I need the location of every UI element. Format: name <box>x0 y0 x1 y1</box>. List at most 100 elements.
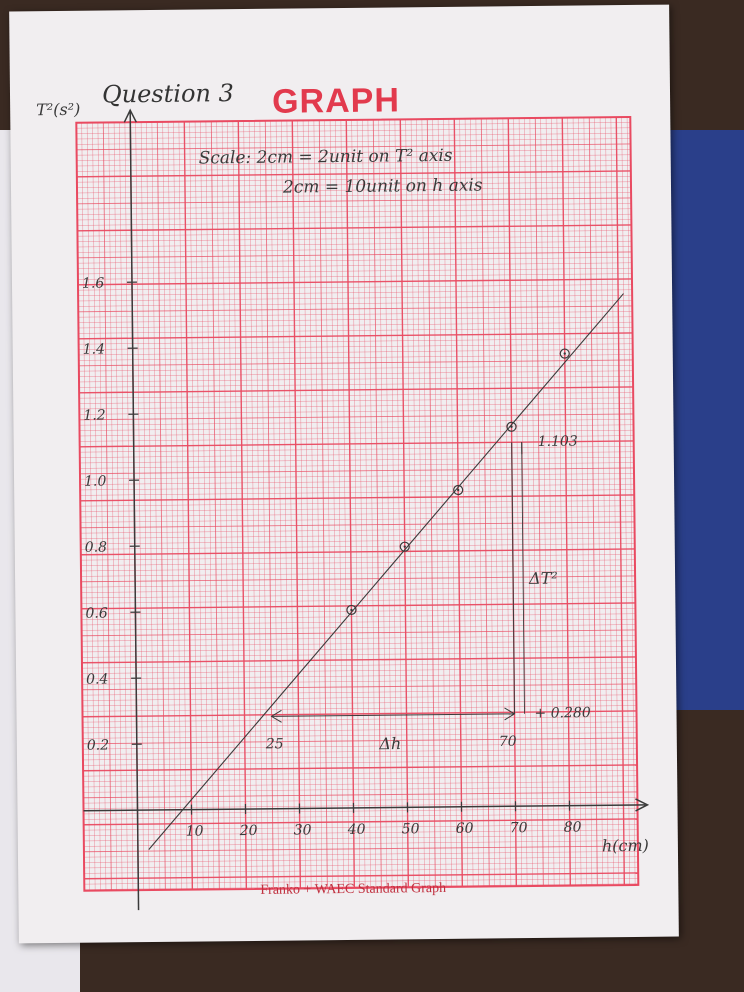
grid-line-v <box>97 122 107 891</box>
triangle-x-low-label: 25 <box>265 736 284 752</box>
grid-line-h <box>83 829 638 836</box>
grid-line-v <box>610 117 620 886</box>
grid-line-v <box>259 120 269 889</box>
grid-line-v <box>173 121 182 890</box>
grid-line-h <box>81 608 636 615</box>
grid-line-h <box>81 570 636 577</box>
grid-line-h <box>78 311 633 318</box>
grid-line-h <box>79 451 634 458</box>
grid-line-v <box>151 121 161 890</box>
grid-line-h <box>76 154 631 161</box>
grid-line-v <box>75 122 86 891</box>
grid-line-v <box>389 119 398 888</box>
grid-line-v <box>248 120 258 889</box>
data-point-dot <box>563 352 566 355</box>
grid-line-v <box>329 120 339 889</box>
grid-line-v <box>302 120 312 889</box>
y-tick-label: 1.0 <box>84 473 107 489</box>
grid-line-h <box>81 629 636 637</box>
grid-line-h <box>78 359 633 367</box>
axes: T²(s²) h(cm) 10 20 30 40 50 60 70 80 0.2 0.4 0.6 0.8 1… <box>36 100 650 911</box>
grid-line-v <box>405 119 414 888</box>
grid-line-v <box>502 118 512 887</box>
grid-border <box>75 115 640 892</box>
x-tick-label: 60 <box>456 821 474 837</box>
grid-line-v <box>275 120 285 889</box>
graph-chart: Scale: 2cm = 2unit on T² axis 2cm = 10un… <box>36 100 650 911</box>
y-tick-label: 1.6 <box>82 275 105 291</box>
grid-line-h <box>76 132 631 140</box>
grid-line-v <box>270 120 279 889</box>
grid-line-h <box>77 251 632 259</box>
best-fit-line <box>148 293 624 851</box>
grid-line-h <box>82 667 637 674</box>
grid-line-h <box>76 181 631 188</box>
grid-line-v <box>470 118 479 887</box>
grid-line-v <box>578 117 587 886</box>
grid-line-h <box>82 699 637 707</box>
grid-line-v <box>291 120 302 889</box>
grid-line-v <box>399 119 410 888</box>
grid-line-h <box>79 456 634 464</box>
data-point <box>453 484 464 496</box>
grid-line-h <box>83 851 638 858</box>
grid-line-h <box>76 143 631 151</box>
scale-note: Scale: 2cm = 2unit on T² axis 2cm = 10un… <box>199 146 483 198</box>
grid-line-h <box>83 764 638 772</box>
grid-line-h <box>83 786 638 793</box>
grid-line-v <box>372 119 382 888</box>
grid-line-h <box>83 759 638 766</box>
grid-line-v <box>351 119 360 888</box>
grid-line-h <box>80 473 635 480</box>
triangle-height <box>511 442 516 714</box>
grid-line-h <box>77 219 632 226</box>
grid-line-v <box>205 121 215 890</box>
grid-line-h <box>83 780 638 788</box>
grid-line-v <box>221 121 231 890</box>
grid-line-h <box>80 483 635 491</box>
grid-line-h <box>80 559 635 566</box>
grid-line-h <box>76 138 631 145</box>
grid-line-h <box>81 645 636 653</box>
footer-brand: Franko + WAEC Standard Graph <box>260 880 447 898</box>
grid-line-h <box>77 267 632 275</box>
grid-line-h <box>81 651 636 658</box>
grid-line-v <box>146 122 155 891</box>
grid-line-v <box>113 122 123 891</box>
data-layer: 25 70 + 0.280 1.103 Δh ΔT² <box>148 293 624 851</box>
grid-line-h <box>83 824 638 831</box>
grid-line-h <box>78 365 633 372</box>
grid-line-h <box>81 597 636 604</box>
grid-line-h <box>80 516 635 523</box>
data-point <box>346 604 357 616</box>
grid-line-v <box>561 117 572 886</box>
grid-line-h <box>83 802 638 809</box>
grid-line-h <box>83 834 638 842</box>
grid-line-h <box>80 478 635 485</box>
grid-line-h <box>81 618 636 626</box>
grid-line-h <box>76 165 631 172</box>
grid-line-h <box>83 818 638 826</box>
grid-line-h <box>79 381 634 388</box>
grid-line-h <box>76 127 631 134</box>
grid-line-v <box>237 121 248 890</box>
grid-line-h <box>77 203 632 210</box>
grid-line-h <box>77 262 632 269</box>
grid-line-v <box>156 121 166 890</box>
grid-line-h <box>82 753 637 761</box>
grid-line-v <box>615 117 626 886</box>
grid-line-h <box>78 316 633 323</box>
grid-line-h <box>81 581 636 588</box>
grid-line-h <box>79 435 634 442</box>
x-axis-label: h(cm) <box>602 836 649 855</box>
grid-line-h <box>81 586 636 593</box>
grid-line-v <box>92 122 101 891</box>
grid-line-h <box>82 732 637 739</box>
grid-line-v <box>497 118 506 887</box>
grid-line-h <box>78 300 633 307</box>
x-tick-label: 70 <box>510 820 528 836</box>
grid-line-h <box>79 419 634 426</box>
triangle-y-high-label: 1.103 <box>538 434 578 450</box>
grid-line-v <box>464 118 474 887</box>
x-axis <box>83 804 646 812</box>
